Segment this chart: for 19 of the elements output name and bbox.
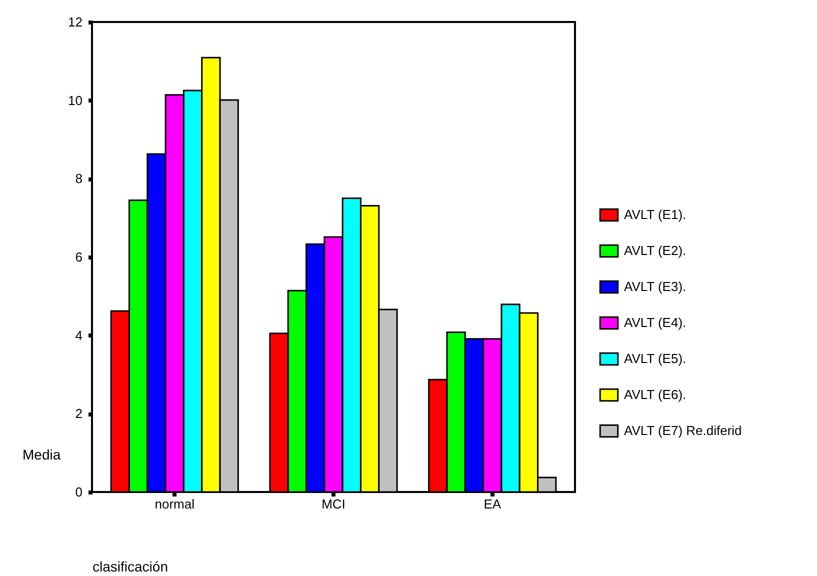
legend-label: AVLT (E2). — [624, 243, 686, 258]
legend-label: AVLT (E1). — [624, 207, 686, 222]
y-tick-label: 12 — [68, 14, 82, 30]
y-tick-label: 2 — [75, 406, 82, 422]
x-axis-title: clasificación — [92, 558, 168, 574]
x-tick-label: EA — [484, 496, 502, 512]
legend-label: AVLT (E6). — [624, 387, 686, 402]
y-tick-label: 10 — [68, 92, 82, 108]
x-tick-label: MCI — [322, 496, 346, 512]
y-tick-label: 6 — [75, 250, 82, 264]
legend-label: AVLT (E4). — [624, 315, 686, 330]
legend-label: AVLT (E7) Re.diferid — [624, 423, 742, 438]
y-axis-title: Media — [22, 446, 61, 462]
legend-label: AVLT (E3). — [624, 279, 686, 294]
y-tick-label: 4 — [75, 328, 82, 343]
legend-label: AVLT (E5). — [624, 351, 686, 366]
y-tick-label: 8 — [75, 171, 82, 186]
x-tick-label: normal — [154, 496, 195, 512]
y-tick-label: 0 — [75, 484, 82, 500]
